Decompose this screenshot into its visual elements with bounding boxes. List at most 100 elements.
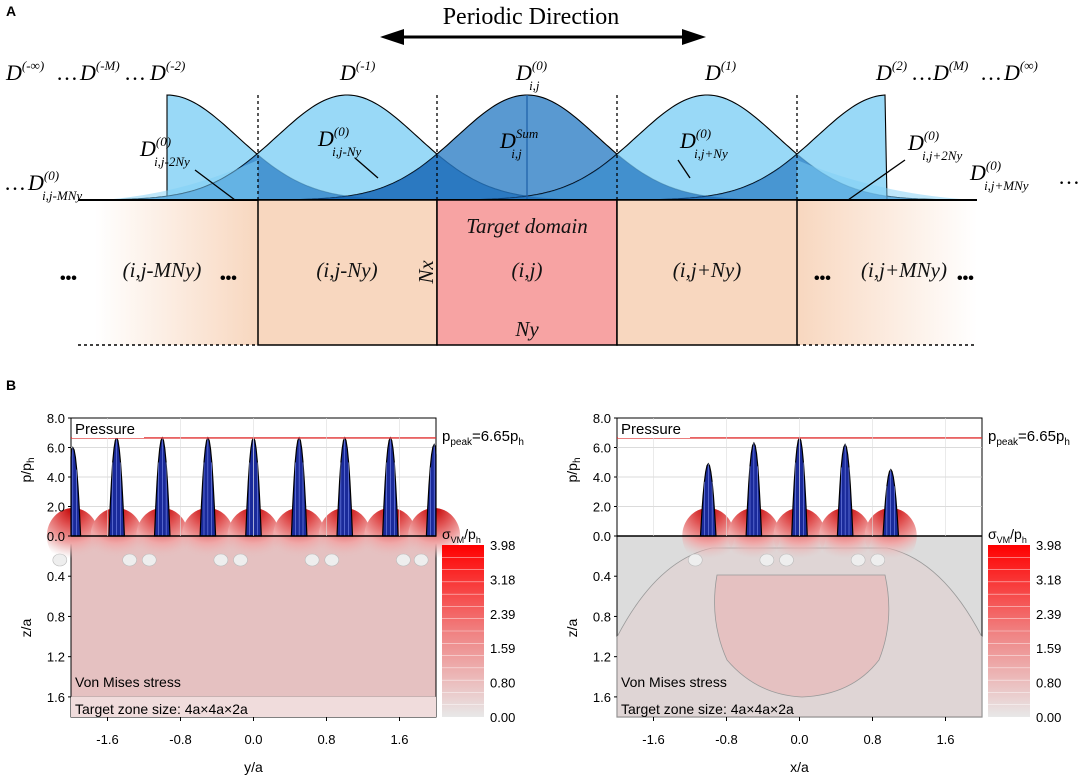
ytick-bottom: 1.2: [593, 650, 611, 665]
colorbar-tick: 3.18: [490, 572, 515, 587]
dots-top-3: …: [911, 60, 933, 85]
plot-right: 8.0 6.0 4.0 2.0 0.0 0.4 0.8 1.2 1.6 -1.6 -0.8 0.0 0.…: [564, 411, 1070, 775]
domain-left1: [257, 199, 438, 346]
xtick: 0.0: [244, 732, 262, 747]
ytick-top: 8.0: [593, 411, 611, 426]
label-d-neg-m: D(-M): [79, 58, 120, 85]
ytick-top: 8.0: [47, 411, 65, 426]
colorbar-tick: 0.80: [1036, 676, 1061, 691]
colorbar-tick: 3.98: [1036, 538, 1061, 553]
domain-left-fade: [95, 200, 258, 345]
label-d-inf: D(∞): [1003, 58, 1038, 85]
ytick-bottom: 0.4: [593, 569, 611, 584]
label-d-i-j-pny: D(0) i,j+Ny: [679, 126, 728, 161]
pressure-spike: [425, 443, 437, 537]
panel-a-label: A: [6, 3, 16, 19]
ytick-bottom: 1.6: [47, 690, 65, 705]
periodic-direction-arrow: [380, 29, 706, 45]
xtick: -1.6: [642, 732, 664, 747]
xtick: 0.8: [863, 732, 881, 747]
ylabel-depth: z/a: [18, 618, 34, 637]
stress-bubble: [141, 553, 157, 567]
plot-left: 8.0 6.0 4.0 2.0 0.0 0.4 0.8 1.2 1.6 -1.6 -0.8 0.0 0.…: [18, 411, 524, 775]
ytick-top: 2.0: [47, 500, 65, 515]
stress-bubble: [870, 553, 886, 567]
domain-right1-label: (i,j+Ny): [673, 258, 741, 282]
ytick-top: 2.0: [593, 500, 611, 515]
colorbar-tick: 2.39: [1036, 607, 1061, 622]
xtick: -0.8: [169, 732, 191, 747]
stress-bubble: [396, 553, 411, 567]
colorbar-tick: 0.00: [1036, 710, 1061, 725]
pressure-label-bg: [618, 420, 690, 438]
label-d-i-j-mny: D(0) i,j-MNy: [27, 168, 82, 203]
stress-bubble: [324, 553, 340, 567]
domain-target: [436, 199, 618, 346]
bell-overlap-1: [487, 154, 747, 200]
label-d-sum: DSum i,j: [499, 126, 538, 161]
stress-bubble: [759, 553, 775, 567]
colorbar-title: σVM/ph: [988, 526, 1027, 545]
stress-bubble: [779, 553, 794, 567]
label-d-0: D(0) i,j: [515, 58, 547, 93]
stress-low-band: [71, 697, 436, 717]
nx-label: Nx: [414, 260, 438, 285]
ytick-bottom: 1.2: [47, 650, 65, 665]
xtick: -1.6: [96, 732, 118, 747]
colorbar-tick: 1.59: [490, 641, 515, 656]
xtick: -0.8: [715, 732, 737, 747]
dots-top-1: …: [56, 60, 78, 85]
dots-left-outer: •••: [60, 270, 77, 287]
stress-bubble: [52, 553, 68, 567]
domain-rightM-label: (i,j+MNy): [861, 258, 947, 282]
domain-leftM-label: (i,j-MNy): [123, 258, 202, 282]
xtick: 1.6: [936, 732, 954, 747]
ytick-top: 0.0: [593, 529, 611, 544]
pressure-spike: [70, 446, 82, 537]
colorbar-tick: 1.59: [1036, 641, 1061, 656]
ylabel-pressure: p/ph: [18, 457, 37, 482]
mid-labels: D(0) i,j-2Ny D(0) i,j-Ny DSum i,j D(0) i,j+N…: [4, 124, 1080, 203]
ytick-bottom: 0.8: [47, 609, 65, 624]
label-d-i-j-2ny: D(0) i,j-2Ny: [139, 134, 190, 169]
label-d-neg-1: D(-1): [339, 58, 375, 85]
bell-tail-right: [797, 160, 977, 200]
stress-bubble: [304, 553, 320, 567]
colorbar-title: σVM/ph: [442, 526, 481, 545]
pressure-label-bg: [72, 420, 144, 438]
ylabel-depth: z/a: [564, 618, 580, 637]
von-mises-label: Von Mises stress: [75, 674, 181, 690]
label-d-i-j-ny: D(0) i,j-Ny: [317, 124, 362, 159]
stress-bubble: [850, 553, 866, 567]
xlabel: y/a: [244, 759, 263, 775]
peak-label: ppeak=6.65ph: [442, 428, 524, 448]
colorbar-tick: 0.80: [490, 676, 515, 691]
ytick-top: 4.0: [593, 470, 611, 485]
dots-top-2: …: [124, 60, 146, 85]
dots-right-outer: •••: [957, 270, 974, 287]
stress-region-core: [714, 574, 890, 698]
label-d-m: D(M): [932, 58, 968, 85]
ytick-top: 6.0: [593, 441, 611, 456]
dots-left-inner: •••: [220, 270, 237, 287]
label-d-1: D(1): [704, 58, 736, 85]
target-domain-label: (i,j): [512, 258, 543, 282]
target-zone-label: Target zone size: 4a×4a×2a: [75, 701, 248, 717]
dots-right-inner: •••: [814, 270, 831, 287]
domain-right-fade: [797, 200, 977, 345]
label-leader-lines: [194, 157, 906, 201]
label-d-neg-inf: D(-∞): [5, 58, 44, 85]
label-d-2: D(2): [875, 58, 907, 85]
target-zone-label: Target zone size: 4a×4a×2a: [621, 701, 794, 717]
dots-top-4: …: [980, 60, 1002, 85]
ytick-top: 4.0: [47, 470, 65, 485]
pressure-label: Pressure: [75, 421, 135, 438]
bell-overlap-0: [307, 154, 567, 200]
stress-field: [70, 535, 437, 718]
ytick-bottom: 1.6: [593, 690, 611, 705]
periodic-direction-title: Periodic Direction: [443, 4, 620, 30]
xtick: 0.8: [317, 732, 335, 747]
label-d-i-j-pmny: D(0) i,j+MNy: [969, 158, 1029, 193]
ytick-bottom: 0.4: [47, 569, 65, 584]
label-d-i-j-p2ny: D(0) i,j+2Ny: [907, 128, 962, 163]
